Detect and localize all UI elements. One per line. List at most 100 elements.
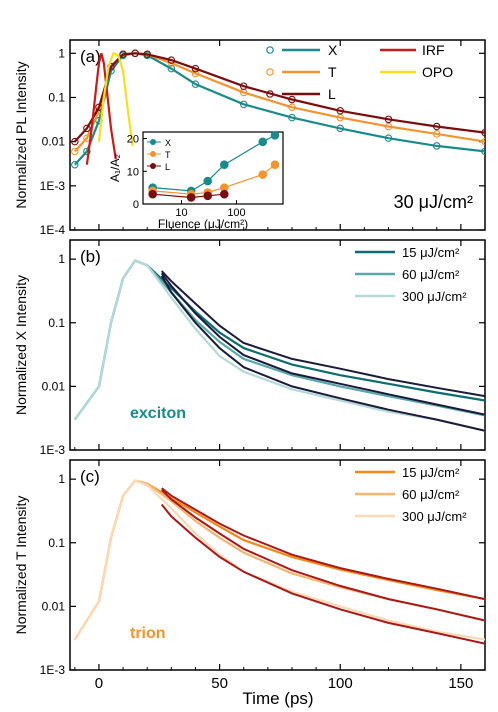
- legend-marker: [266, 46, 274, 54]
- data-point: [239, 82, 248, 90]
- data-point: [239, 100, 248, 109]
- series-line: [73, 479, 485, 641]
- inset-point: [258, 137, 268, 147]
- data-point: [191, 69, 200, 78]
- data-point: [384, 134, 393, 142]
- plot-frame: [69, 239, 486, 451]
- y-tick-label: 0.01: [42, 599, 66, 613]
- legend-label: OPO: [422, 64, 453, 80]
- legend-label: 60 μJ/cm²: [402, 267, 460, 282]
- data-point: [481, 137, 485, 146]
- inset-point: [203, 176, 213, 186]
- data-point: [481, 147, 485, 156]
- legend: 15 μJ/cm² 60 μJ/cm² 300 μJ/cm²: [355, 465, 467, 524]
- fit-curve: [160, 489, 485, 622]
- data-point: [167, 64, 176, 73]
- series-line: [73, 259, 485, 421]
- series-line: [73, 52, 485, 143]
- data-point: [71, 147, 79, 156]
- fluence-annotation: 30 μJ/cm²: [394, 192, 473, 212]
- plot-area: [71, 49, 485, 169]
- fit-curve: [160, 272, 485, 416]
- legend-label: T: [328, 64, 337, 80]
- inset-point: [270, 130, 280, 140]
- data-point: [336, 124, 344, 133]
- data-point: [384, 115, 393, 124]
- y-tick-label: 1: [58, 46, 65, 60]
- series-15jcm: [73, 479, 485, 641]
- series-300jcm: [73, 259, 485, 432]
- legend-label: IRF: [422, 42, 445, 58]
- series-line: [73, 259, 485, 432]
- series-60jcm: [73, 479, 485, 641]
- data-point: [432, 122, 441, 131]
- inset-line: [152, 193, 225, 199]
- legend-label: 300 μJ/cm²: [402, 289, 467, 304]
- series-300jcm: [73, 479, 485, 641]
- legend: 15 μJ/cm² 60 μJ/cm² 300 μJ/cm²: [355, 245, 467, 304]
- data-point: [432, 142, 441, 150]
- series-line: [73, 479, 485, 641]
- plot-area: [73, 479, 485, 645]
- fit-curve: [160, 275, 485, 432]
- inset-y-tick-label: 20: [127, 134, 139, 146]
- y-tick-label: 0.01: [42, 135, 66, 149]
- inset-point: [186, 193, 196, 202]
- inset-point: [219, 160, 229, 170]
- plot-frame: [69, 39, 486, 231]
- data-point: [288, 103, 296, 112]
- data-point: [83, 124, 91, 133]
- series-60jcm: [73, 259, 485, 421]
- inset-x-tick-label: 10: [175, 207, 187, 219]
- x-axis-label: Time (ps): [242, 689, 313, 708]
- y-tick-label: 0.1: [48, 316, 65, 330]
- data-point: [119, 50, 127, 59]
- series-l: [71, 49, 485, 146]
- panel-c: 0 50 100 150 1E-3 0.01 0.1 1 Normalized T Intens…: [13, 459, 486, 692]
- data-point: [288, 95, 296, 104]
- panel-label: (a): [80, 47, 101, 66]
- legend-marker: [266, 68, 274, 76]
- series-line: [85, 53, 117, 165]
- trion-label: trion: [130, 625, 166, 642]
- y-tick-label: 0.1: [48, 536, 65, 550]
- y-axis-label: Normalized T Intensity: [13, 496, 29, 635]
- panel-label: (b): [80, 247, 101, 266]
- y-tick-label: 1: [58, 252, 65, 266]
- data-point: [71, 137, 79, 146]
- y-tick-label: 0.1: [48, 90, 65, 104]
- inset-y-tick-label: 0: [133, 199, 139, 211]
- inset-y-label: A₁/A₂: [108, 154, 122, 182]
- legend-label: L: [328, 86, 336, 102]
- y-axis-label: Normalized X Intensity: [13, 275, 29, 415]
- x-tick-label: 0: [95, 675, 103, 692]
- y-tick-label: 1: [58, 472, 65, 486]
- data-point: [336, 107, 344, 115]
- inset: 10 100 0 10 20 Fluence (μJ/cm²) A₁/A₂ XTL: [108, 130, 284, 231]
- y-tick-label: 0.01: [42, 379, 66, 393]
- series-irf: [85, 53, 117, 165]
- legend: XTL IRF OPO: [266, 42, 453, 102]
- fit-curve: [160, 503, 485, 645]
- series-opo: [97, 51, 134, 147]
- plot-area: [73, 259, 485, 432]
- fit-curve: [161, 487, 485, 601]
- panel-b: 1E-3 0.01 0.1 1 Normalized X Intensity (b) 15 …: [13, 239, 486, 457]
- series-line: [73, 259, 485, 421]
- series-15jcm: [73, 259, 485, 421]
- inset-point: [148, 189, 157, 199]
- inset-x-tick-label: 100: [227, 207, 245, 219]
- inset-legend-label: L: [165, 162, 170, 172]
- inset-point: [270, 160, 280, 170]
- panel-a: 1E-4 1E-3 0.01 0.1 1 Normalized PL Intensity (…: [13, 39, 486, 237]
- inset-legend-label: T: [165, 150, 171, 160]
- series-line: [97, 51, 134, 147]
- exciton-label: exciton: [130, 405, 186, 422]
- legend-label: 300 μJ/cm²: [402, 509, 467, 524]
- inset-x-label: Fluence (μJ/cm²): [158, 217, 248, 231]
- data-point: [288, 113, 296, 122]
- data-point: [191, 80, 200, 88]
- y-tick-label: 1E-3: [40, 663, 66, 677]
- x-tick-label: 50: [211, 675, 228, 692]
